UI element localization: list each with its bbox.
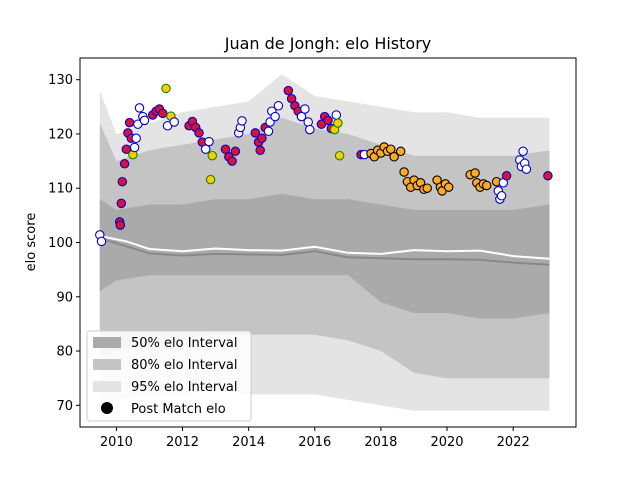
elo-point — [117, 176, 128, 187]
band-50 — [99, 193, 550, 319]
elo-point — [334, 150, 345, 161]
elo-point — [250, 128, 261, 138]
elo-point — [305, 124, 315, 135]
x-tick-label: 2010 — [100, 435, 133, 450]
elo-point — [395, 146, 406, 157]
y-axis-ticks: 70 80 90 100 110 120 130 — [48, 73, 80, 414]
elo-point — [194, 128, 204, 138]
y-tick-label: 100 — [48, 236, 73, 251]
elo-point — [470, 168, 480, 178]
elo-point — [116, 198, 127, 209]
elo-point — [296, 111, 307, 122]
y-tick-label: 80 — [56, 345, 73, 360]
elo-point — [157, 108, 168, 119]
legend-marker-post-match — [101, 402, 113, 414]
y-tick-label: 120 — [48, 127, 73, 142]
elo-point — [333, 118, 343, 128]
elo-point — [205, 174, 216, 185]
elo-point — [131, 133, 141, 144]
x-tick-label: 2012 — [166, 435, 199, 450]
elo-point — [237, 116, 247, 126]
x-tick-label: 2020 — [430, 435, 463, 450]
elo-point — [300, 104, 310, 114]
x-tick-label: 2022 — [497, 435, 530, 450]
elo-point — [481, 180, 492, 191]
legend-label-80: 80% elo Interval — [131, 358, 238, 373]
x-axis-ticks: 2010 2012 2014 2016 2018 2020 2022 — [100, 427, 530, 450]
elo-point — [204, 136, 214, 147]
chart-title: Juan de Jongh: elo History — [224, 34, 431, 53]
legend-label-post-match: Post Match elo — [131, 402, 226, 417]
median-line-1 — [99, 235, 550, 260]
y-axis-label: elo score — [24, 213, 39, 272]
elo-point — [543, 171, 553, 181]
elo-point — [496, 191, 507, 201]
median-lines — [99, 235, 550, 266]
elo-point — [257, 133, 267, 144]
elo-point — [283, 85, 294, 96]
elo-point — [255, 145, 265, 156]
elo-point — [443, 182, 454, 192]
elo-point — [389, 152, 399, 162]
legend-swatch-80 — [93, 359, 121, 370]
elo-point — [273, 101, 284, 111]
x-tick-label: 2014 — [232, 435, 265, 450]
x-tick-label: 2018 — [364, 435, 397, 450]
elo-point — [207, 150, 218, 161]
elo-point — [501, 171, 512, 181]
elo-point — [227, 156, 237, 166]
legend-swatch-50 — [93, 337, 121, 348]
elo-point — [263, 126, 274, 137]
y-tick-label: 110 — [48, 182, 73, 197]
elo-point — [96, 236, 107, 247]
elo-point — [521, 164, 532, 174]
elo-point — [139, 115, 150, 126]
legend: 50% elo Interval 80% elo Interval 95% el… — [86, 330, 252, 422]
elo-point — [323, 115, 333, 126]
legend-label-50: 50% elo Interval — [131, 336, 238, 351]
post-match-points — [95, 83, 553, 247]
y-tick-label: 90 — [56, 290, 73, 305]
legend-swatch-95 — [93, 381, 121, 392]
elo-point — [331, 110, 342, 120]
elo-point — [115, 220, 126, 230]
elo-point — [169, 117, 179, 127]
elo-point — [119, 159, 130, 169]
elo-point — [399, 167, 409, 177]
x-tick-label: 2016 — [298, 435, 331, 450]
elo-point — [124, 117, 135, 128]
elo-point — [134, 103, 145, 113]
elo-point — [422, 183, 432, 193]
legend-frame — [86, 330, 252, 422]
y-tick-label: 130 — [48, 73, 73, 88]
elo-point — [230, 146, 241, 157]
elo-point — [161, 83, 171, 94]
median-line-0 — [99, 237, 550, 266]
elo-point — [270, 111, 280, 122]
legend-label-95: 95% elo Interval — [131, 380, 238, 395]
elo-point — [303, 117, 313, 127]
y-tick-label: 70 — [56, 399, 73, 414]
elo-point — [129, 142, 140, 153]
elo-point — [518, 146, 528, 157]
